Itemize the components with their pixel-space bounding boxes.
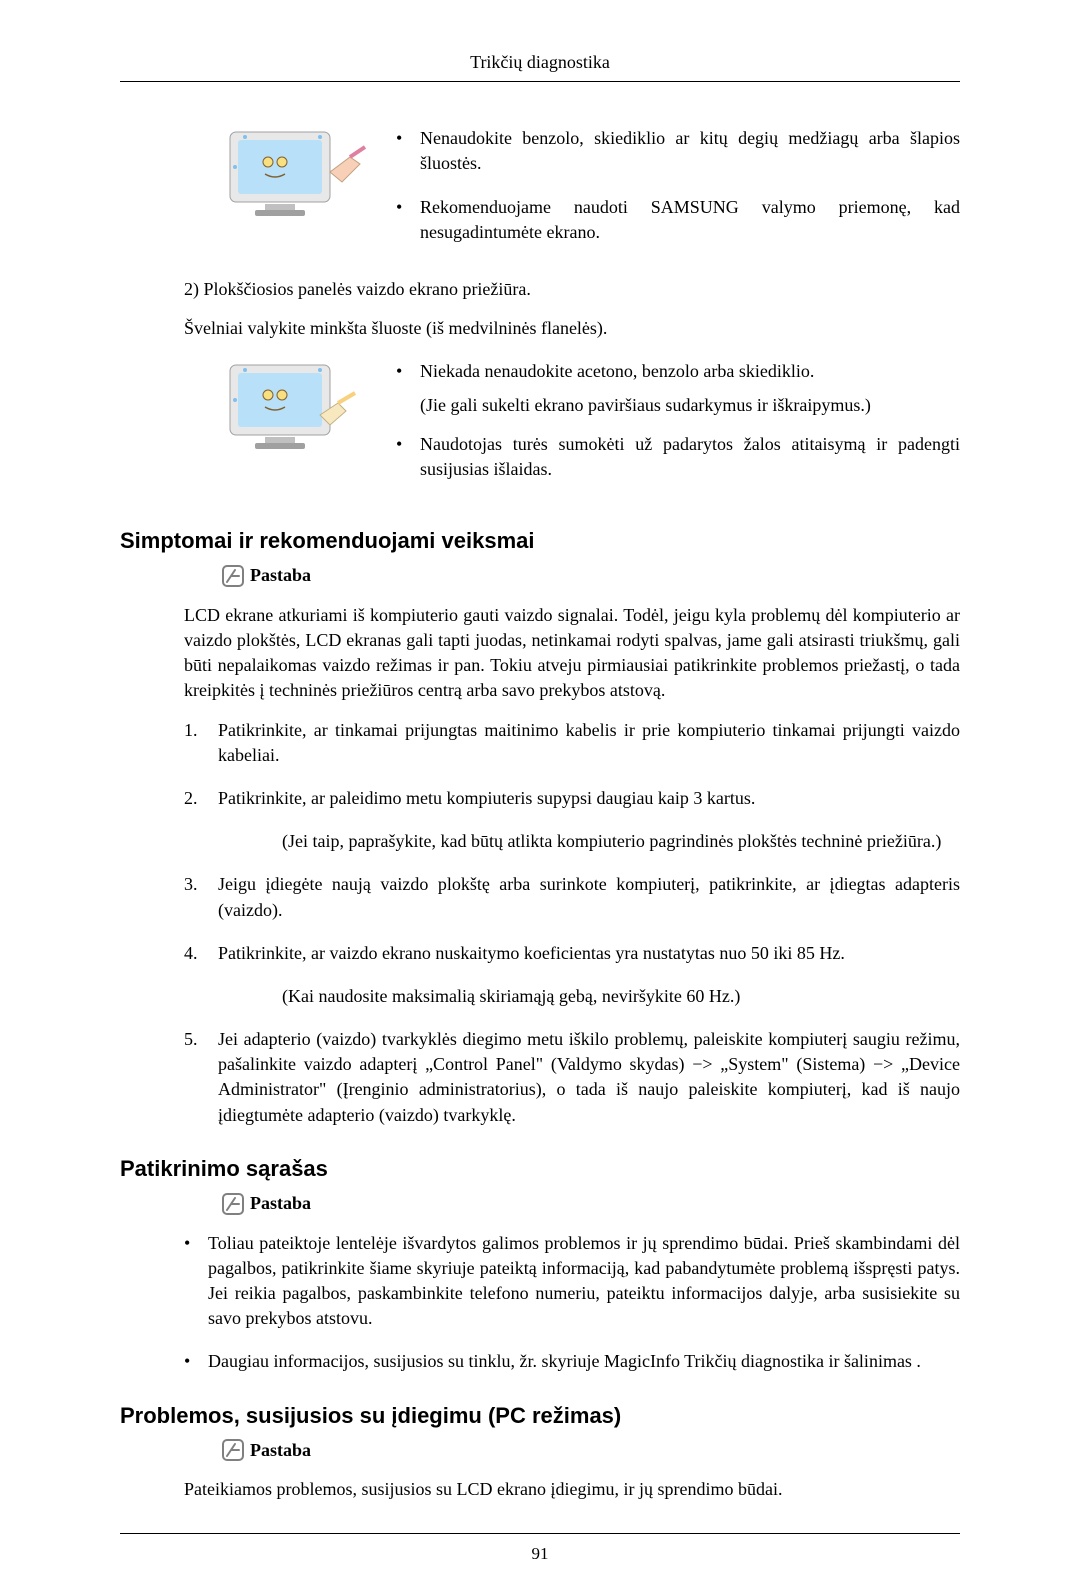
bullet-list: • Toliau pateiktoje lentelėje išvardytos… bbox=[184, 1231, 960, 1375]
bullet-text: Niekada nenaudokite acetono, benzolo arb… bbox=[420, 359, 960, 384]
list-text: Patikrinkite, ar tinkamai prijungtas mai… bbox=[218, 718, 960, 768]
list-sub-text: (Jei taip, paprašykite, kad būtų atlikta… bbox=[282, 829, 960, 854]
header-divider bbox=[120, 81, 960, 82]
list-number: 3. bbox=[184, 872, 218, 922]
bullet-text: Naudotojas turės sumokėti už padarytos ž… bbox=[420, 432, 960, 482]
bullet-marker: • bbox=[396, 126, 420, 176]
page-container: Trikčių diagnostika • Nenaudokite benzol… bbox=[0, 0, 1080, 1595]
list-item: 2. Patikrinkite, ar paleidimo metu kompi… bbox=[184, 786, 960, 811]
list-item: 4. Patikrinkite, ar vaizdo ekrano nuskai… bbox=[184, 941, 960, 966]
body-paragraph: 2) Plokščiosios panelės vaizdo ekrano pr… bbox=[184, 277, 960, 302]
page-header-title: Trikčių diagnostika bbox=[120, 50, 960, 81]
monitor-cleaning-icon bbox=[220, 355, 370, 465]
bullet-sub-text: (Jie gali sukelti ekrano paviršiaus suda… bbox=[420, 393, 960, 418]
note-row: Pastaba bbox=[220, 563, 960, 589]
bullet-marker: • bbox=[396, 432, 420, 482]
note-label: Pastaba bbox=[250, 1191, 311, 1216]
bullet-item: • Nenaudokite benzolo, skiediklio ar kit… bbox=[396, 126, 960, 176]
numbered-list: 1. Patikrinkite, ar tinkamai prijungtas … bbox=[184, 718, 960, 1128]
list-sub-text: (Kai naudosite maksimalią skiriamąją geb… bbox=[282, 984, 960, 1009]
list-text: Jeigu įdiegėte naują vaizdo plokštę arba… bbox=[218, 872, 960, 922]
list-text: Patikrinkite, ar paleidimo metu kompiute… bbox=[218, 786, 960, 811]
bullet-item: • Niekada nenaudokite acetono, benzolo a… bbox=[396, 359, 960, 384]
list-item: 1. Patikrinkite, ar tinkamai prijungtas … bbox=[184, 718, 960, 768]
bullet-marker: • bbox=[396, 195, 420, 245]
illustration-row-2: • Niekada nenaudokite acetono, benzolo a… bbox=[220, 355, 960, 500]
bullet-item: • Toliau pateiktoje lentelėje išvardytos… bbox=[184, 1231, 960, 1332]
list-number: 1. bbox=[184, 718, 218, 768]
bullet-column-1: • Nenaudokite benzolo, skiediklio ar kit… bbox=[396, 122, 960, 263]
note-icon bbox=[220, 1191, 246, 1217]
illustration-row-1: • Nenaudokite benzolo, skiediklio ar kit… bbox=[220, 122, 960, 263]
body-paragraph: Švelniai valykite minkšta šluoste (iš me… bbox=[184, 316, 960, 341]
list-number: 5. bbox=[184, 1027, 218, 1128]
note-label: Pastaba bbox=[250, 1438, 311, 1463]
list-text: Patikrinkite, ar vaizdo ekrano nuskaitym… bbox=[218, 941, 960, 966]
section-heading-symptoms: Simptomai ir rekomenduojami veiksmai bbox=[120, 526, 960, 557]
note-row: Pastaba bbox=[220, 1191, 960, 1217]
list-item: 3. Jeigu įdiegėte naują vaizdo plokštę a… bbox=[184, 872, 960, 922]
bullet-text: Nenaudokite benzolo, skiediklio ar kitų … bbox=[420, 126, 960, 176]
note-row: Pastaba bbox=[220, 1437, 960, 1463]
bullet-text: Daugiau informacijos, susijusios su tink… bbox=[208, 1349, 960, 1374]
bullet-marker: • bbox=[184, 1349, 208, 1374]
note-icon bbox=[220, 563, 246, 589]
bullet-marker: • bbox=[184, 1231, 208, 1332]
bullet-column-2: • Niekada nenaudokite acetono, benzolo a… bbox=[396, 355, 960, 500]
section-intro-text: LCD ekrane atkuriami iš kompiuterio gaut… bbox=[184, 603, 960, 704]
bullet-marker: • bbox=[396, 359, 420, 384]
section-heading-problems: Problemos, susijusios su įdiegimu (PC re… bbox=[120, 1401, 960, 1432]
note-label: Pastaba bbox=[250, 563, 311, 588]
bullet-item: • Rekomenduojame naudoti SAMSUNG valymo … bbox=[396, 195, 960, 245]
list-number: 2. bbox=[184, 786, 218, 811]
monitor-cleaning-icon bbox=[220, 122, 370, 232]
note-icon bbox=[220, 1437, 246, 1463]
bullet-text: Rekomenduojame naudoti SAMSUNG valymo pr… bbox=[420, 195, 960, 245]
section-text: Pateikiamos problemos, susijusios su LCD… bbox=[184, 1477, 960, 1502]
page-number: 91 bbox=[120, 1534, 960, 1566]
list-text: Jei adapterio (vaizdo) tvarkyklės diegim… bbox=[218, 1027, 960, 1128]
bullet-item: • Daugiau informacijos, susijusios su ti… bbox=[184, 1349, 960, 1374]
list-item: 5. Jei adapterio (vaizdo) tvarkyklės die… bbox=[184, 1027, 960, 1128]
section-heading-checklist: Patikrinimo sąrašas bbox=[120, 1154, 960, 1185]
bullet-text: Toliau pateiktoje lentelėje išvardytos g… bbox=[208, 1231, 960, 1332]
list-number: 4. bbox=[184, 941, 218, 966]
bullet-item: • Naudotojas turės sumokėti už padarytos… bbox=[396, 432, 960, 482]
